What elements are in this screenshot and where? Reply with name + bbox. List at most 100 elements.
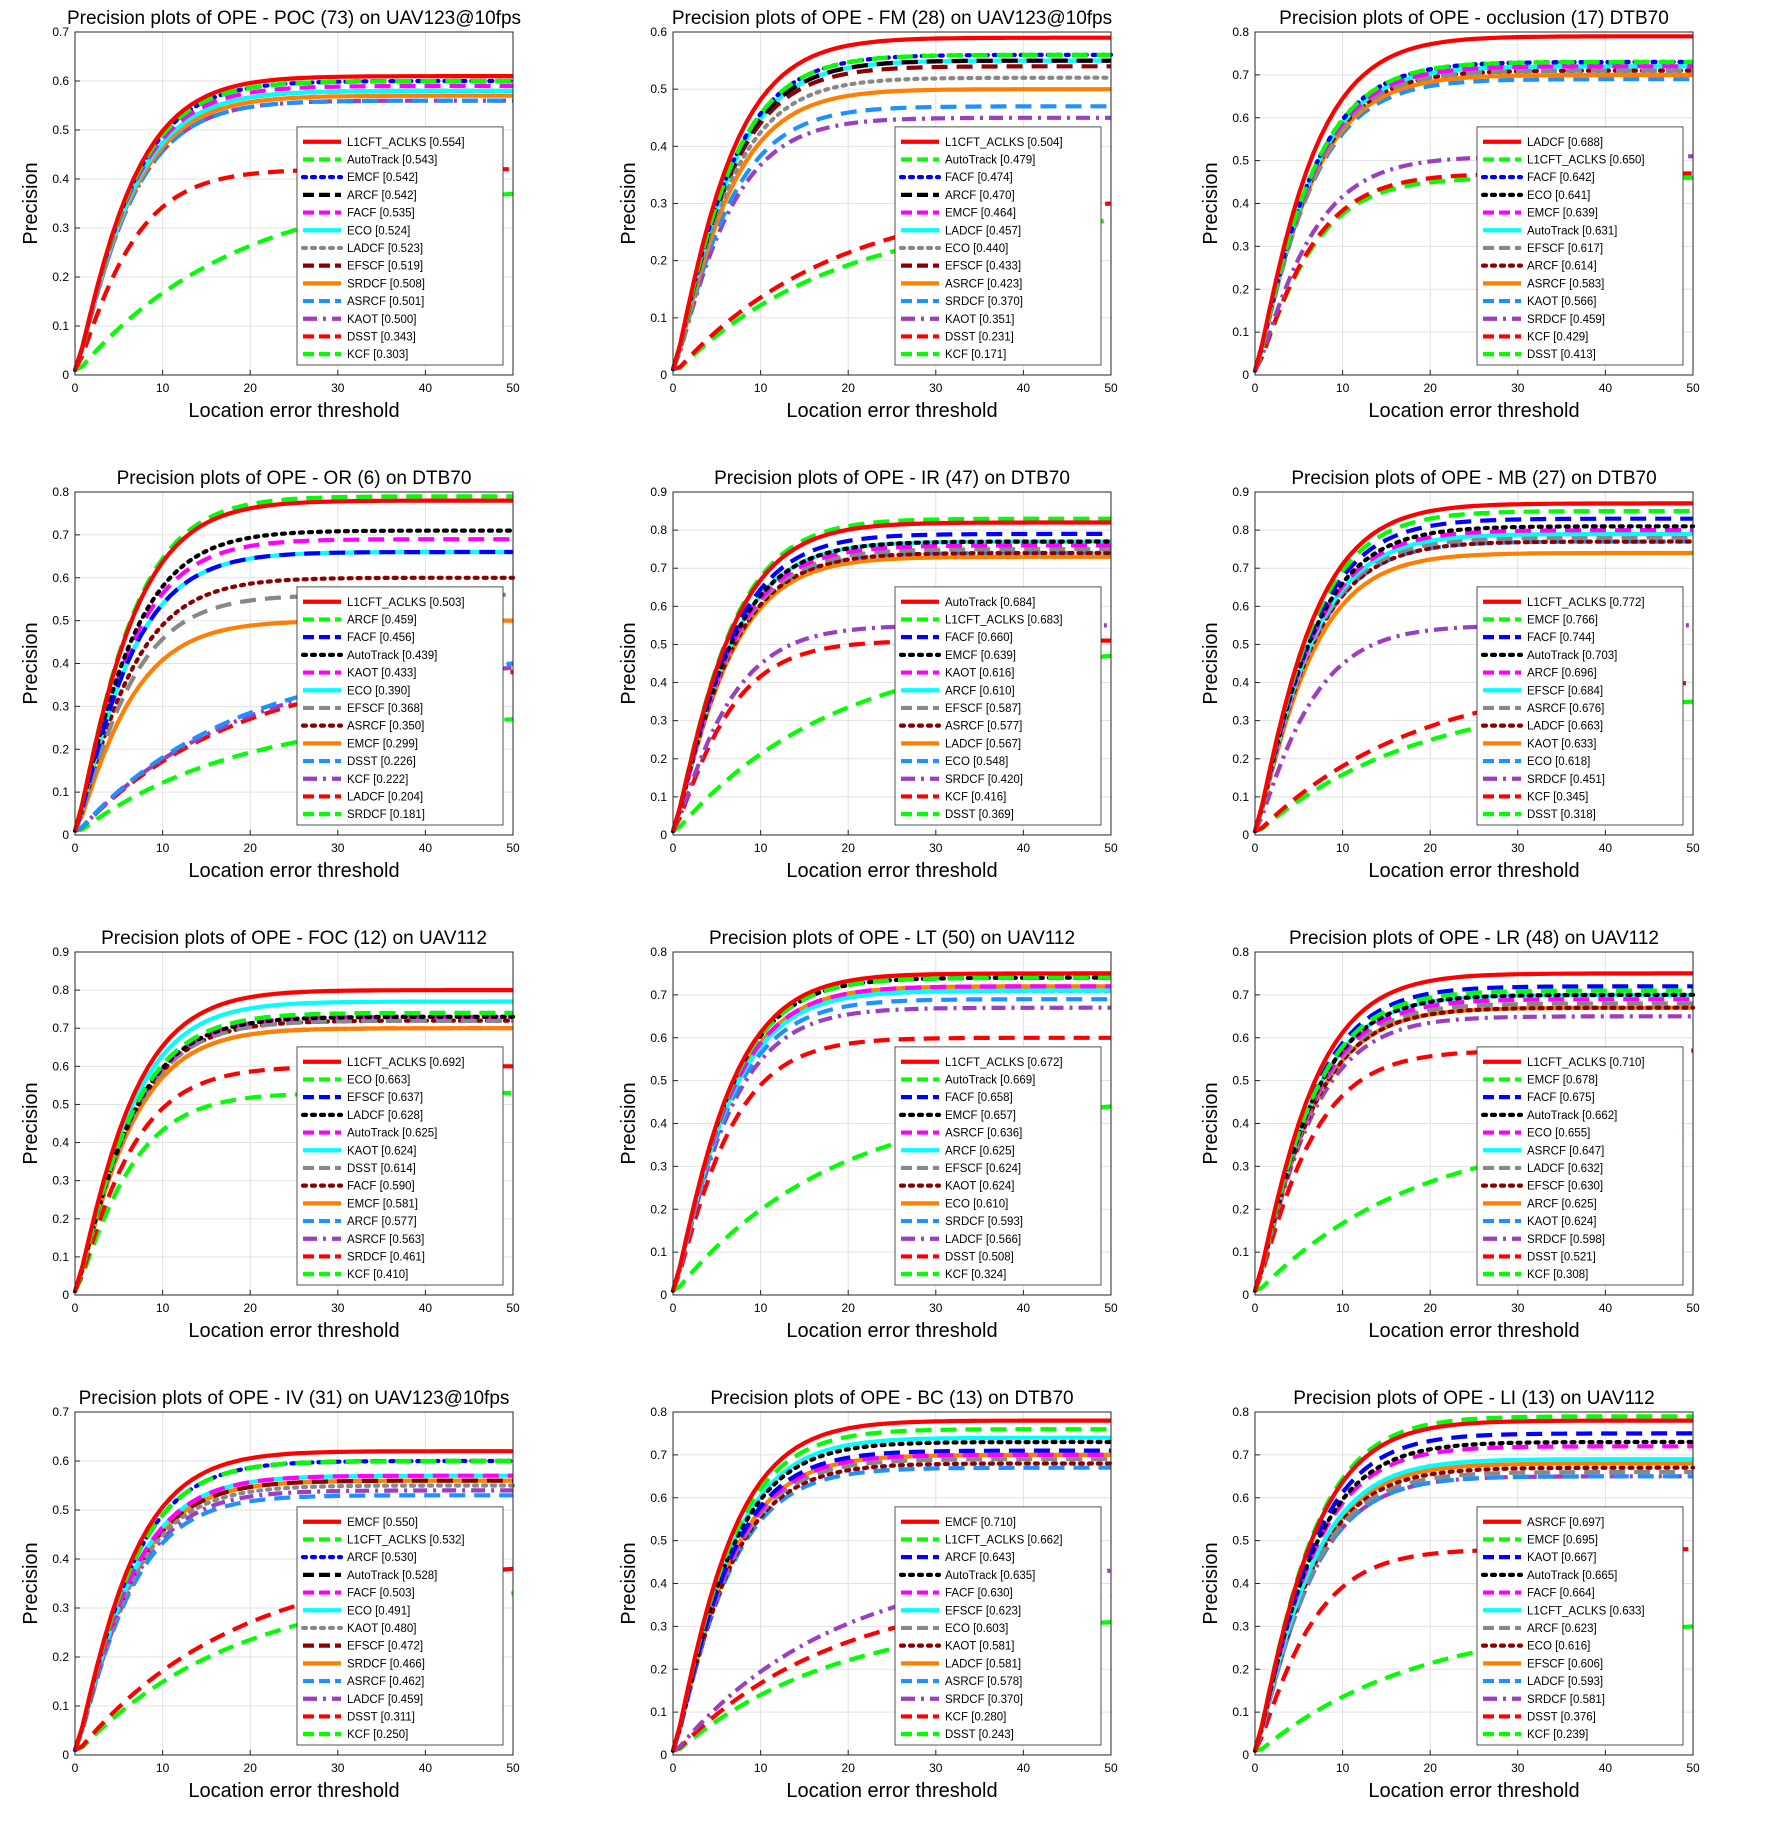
legend-label: AutoTrack [0.543] [347,154,437,166]
series-group [1252,34,1696,373]
series-line-autotrack [1252,1439,1696,1753]
series-group [670,971,1114,1293]
y-tick-label: 0.8 [1232,945,1249,959]
legend-label: AutoTrack [0.631] [1527,225,1617,237]
series-line-asrcf [73,1493,513,1751]
legend-label: KCF [0.429] [1527,331,1588,343]
series-group [72,987,516,1294]
series-line-asrcf [671,1465,1111,1752]
legend: L1CFT_ACLKS [0.772] EMCF [0.766] FACF [0.7… [1476,586,1684,826]
y-tick-label: 0.7 [1232,1448,1249,1462]
legend-label: DSST [0.369] [945,809,1014,821]
legend-label: ECO [0.655] [1527,1128,1590,1140]
plot-title: Precision plots of OPE - FM (28) on UAV1… [672,8,1112,29]
series-line-ladcf [1253,1474,1693,1752]
series-line-kaot [72,999,513,1292]
precision-plot: Precision plots of OPE - LT (50) on UAV1… [618,928,1118,1342]
x-tick-label: 10 [156,1301,170,1315]
legend-label: L1CFT_ACLKS [0.532] [347,1534,465,1546]
y-tick-label: 0.8 [1232,25,1249,39]
x-tick-label: 0 [72,381,79,395]
y-axis-label: Precision [618,622,640,704]
y-tick-label: 0.4 [650,139,667,153]
plot-title: Precision plots of OPE - FOC (12) on UAV… [101,928,487,949]
series-line-facf [1252,1444,1693,1752]
legend-label: EMCF [0.464] [945,208,1016,220]
legend-label: SRDCF [0.370] [945,1694,1023,1706]
x-tick-label: 50 [1686,841,1700,855]
x-tick-label: 10 [1336,381,1350,395]
y-tick-label: 0.8 [52,485,69,499]
y-tick-label: 0 [62,828,69,842]
y-axis-label: Precision [20,622,42,704]
legend-label: EMCF [0.299] [347,738,418,750]
legend-label: DSST [0.243] [945,1729,1014,1741]
series-line-eco [73,1010,513,1292]
legend-label: DSST [0.311] [347,1711,415,1723]
y-axis-label: Precision [1200,162,1222,244]
legend-label: LADCF [0.566] [945,1234,1021,1246]
legend-label: EFSCF [0.472] [347,1641,423,1653]
y-tick-label: 0.2 [650,1662,667,1676]
legend-box [894,586,1102,826]
legend: AutoTrack [0.684] L1CFT_ACLKS [0.683] FACF… [894,586,1102,826]
series-line-l1cft-aclks [1252,501,1693,832]
series-line-srdcf [671,104,1111,371]
plot-title: Precision plots of OPE - IV (31) on UAV1… [79,1388,510,1409]
y-tick-label: 0.5 [52,614,69,628]
legend-label: DSST [0.413] [1527,349,1596,361]
x-tick-label: 20 [1424,381,1438,395]
y-tick-label: 0.6 [52,74,69,88]
legend-label: LADCF [0.523] [347,243,423,255]
y-tick-label: 0.4 [1232,197,1249,211]
series-line-eco [73,88,513,371]
y-tick-label: 0.1 [52,1250,69,1264]
y-tick-label: 0.8 [52,983,69,997]
series-line-l1cft-aclks [670,971,1111,1292]
legend-label: EFSCF [0.637] [347,1092,423,1104]
legend: ASRCF [0.697] EMCF [0.695] KAOT [0.667] Aut… [1476,1506,1684,1746]
x-tick-label: 50 [1686,1301,1700,1315]
legend-label: KCF [0.222] [347,774,408,786]
x-axis-label: Location error threshold [1368,860,1579,882]
x-tick-label: 0 [1252,381,1259,395]
legend-label: FACF [0.535] [347,208,415,220]
legend-label: ASRCF [0.423] [945,278,1022,290]
y-tick-label: 0.2 [52,742,69,756]
precision-plot-panel: Precision plots of OPE - LR (48) on UAV1… [1180,920,1766,1371]
y-tick-label: 0.7 [650,1448,667,1462]
y-axis-label: Precision [618,162,640,244]
legend-box [1476,126,1684,366]
y-tick-label: 0.3 [1232,1159,1249,1173]
legend-label: AutoTrack [0.528] [347,1570,437,1582]
series-line-kaot [671,115,1111,371]
x-axis-label: Location error threshold [1368,1320,1579,1342]
y-tick-label: 0.1 [52,1699,69,1713]
legend-label: KCF [0.303] [347,349,408,361]
legend-label: LADCF [0.688] [1527,137,1603,149]
x-tick-label: 20 [842,1301,856,1315]
legend-label: AutoTrack [0.684] [945,597,1035,609]
series-line-emcf [670,1418,1111,1752]
legend-label: KAOT [0.624] [1527,1216,1596,1228]
x-axis-label: Location error threshold [188,860,399,882]
legend-label: AutoTrack [0.703] [1527,650,1617,662]
y-tick-label: 0.3 [650,197,667,211]
y-tick-label: 0.3 [650,1619,667,1633]
legend-label: ASRCF [0.636] [945,1128,1022,1140]
legend-label: LADCF [0.204] [347,791,423,803]
legend-label: LADCF [0.567] [945,738,1021,750]
y-tick-label: 0.2 [52,270,69,284]
legend-label: EMCF [0.639] [1527,208,1598,220]
y-tick-label: 0.7 [650,988,667,1002]
y-tick-label: 0.3 [1232,239,1249,253]
y-tick-label: 0.4 [650,676,667,690]
x-tick-label: 20 [244,841,258,855]
x-tick-label: 30 [929,841,943,855]
x-tick-label: 30 [1511,1761,1525,1775]
x-tick-label: 30 [929,1761,943,1775]
series-line-asrcf [1252,1418,1693,1752]
legend-label: ASRCF [0.462] [347,1676,424,1688]
legend-label: ASRCF [0.578] [945,1676,1022,1688]
y-tick-label: 0.6 [1232,1491,1249,1505]
